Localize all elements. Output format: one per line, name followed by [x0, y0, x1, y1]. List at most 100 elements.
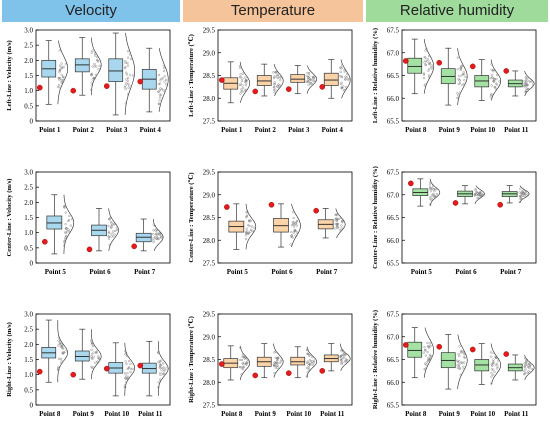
jitter-point	[273, 364, 276, 367]
jitter-point	[520, 197, 523, 200]
jitter-point	[60, 66, 63, 69]
jitter-point	[528, 80, 532, 83]
jitter-point	[240, 90, 243, 93]
jitter-point	[492, 368, 495, 371]
panel-velocity-center: 0 0.5 1.0 1.5 2.0 2.5 3.0 Center-Line : Velocit…	[6, 169, 171, 276]
jitter-point	[489, 351, 492, 354]
y-tick-label: 67.5	[387, 169, 400, 177]
jitter-point	[107, 218, 111, 221]
jitter-point	[96, 55, 99, 59]
jitter-point	[424, 49, 427, 52]
jitter-point	[458, 363, 461, 366]
jitter-point	[461, 350, 464, 353]
jitter-point	[290, 231, 293, 234]
jitter-point	[158, 89, 161, 92]
density-curve	[239, 61, 250, 103]
x-tick-label: Point 5	[45, 268, 67, 276]
jitter-point	[57, 339, 60, 342]
jitter-point	[115, 226, 118, 229]
jitter-point	[57, 84, 61, 87]
jitter-point	[347, 78, 350, 81]
marker-point	[252, 372, 259, 379]
y-tick-label: 65.5	[387, 118, 400, 126]
jitter-point	[493, 85, 496, 89]
jitter-point	[159, 93, 163, 96]
jitter-point	[66, 230, 69, 233]
marker-point	[402, 342, 409, 348]
jitter-point	[276, 76, 279, 80]
jitter-point	[160, 87, 163, 91]
jitter-point	[424, 59, 427, 62]
jitter-point	[251, 225, 254, 228]
jitter-point	[475, 190, 478, 193]
jitter-point	[158, 360, 161, 363]
jitter-point	[524, 364, 527, 367]
jitter-point	[312, 79, 315, 83]
panel-temperature-right: 27.5 28.0 28.5 29.0 29.5 Right-Line : Tempera…	[187, 311, 353, 418]
jitter-point	[435, 193, 439, 196]
jitter-point	[336, 222, 339, 225]
jitter-point	[519, 197, 522, 200]
density-curve	[291, 203, 301, 248]
jitter-point	[336, 224, 339, 227]
density-curve	[108, 208, 119, 251]
jitter-point	[240, 79, 243, 82]
jitter-point	[290, 234, 293, 237]
density-curve	[490, 343, 501, 385]
jitter-point	[307, 366, 310, 369]
y-tick-label: 28.5	[203, 72, 216, 80]
marker-point	[218, 77, 225, 83]
jitter-point	[338, 229, 342, 232]
jitter-point	[492, 360, 495, 363]
jitter-point	[113, 229, 117, 233]
marker-point	[469, 346, 476, 353]
jitter-point	[341, 221, 344, 224]
jitter-point	[57, 368, 60, 371]
y-tick-label: 67.0	[387, 49, 400, 57]
jitter-point	[90, 339, 93, 342]
density-curve	[57, 40, 68, 105]
marker-point	[436, 343, 443, 350]
jitter-point	[463, 73, 466, 76]
density-curve	[158, 48, 169, 112]
jitter-point	[272, 71, 275, 74]
y-tick-label: 3.0	[24, 27, 33, 35]
jitter-point	[528, 371, 531, 374]
jitter-point	[159, 371, 162, 374]
jitter-point	[291, 221, 294, 224]
jitter-point	[127, 86, 130, 89]
marker-point	[86, 246, 93, 253]
jitter-point	[240, 373, 243, 376]
jitter-point	[156, 234, 159, 237]
density-curve	[490, 59, 501, 101]
box-point-10: Point 10	[103, 342, 136, 418]
jitter-point	[244, 76, 247, 79]
marker-point	[137, 78, 144, 85]
marker-point	[252, 88, 259, 95]
jitter-point	[527, 88, 530, 91]
y-tick-label: 66.0	[387, 95, 400, 103]
box-point-10: Point 10	[285, 346, 318, 418]
jitter-point	[531, 80, 534, 84]
jitter-point	[462, 71, 465, 74]
jitter-point	[433, 190, 436, 193]
jitter-point	[292, 211, 295, 214]
box-point-2: Point 2	[252, 63, 284, 134]
jitter-point	[430, 67, 433, 70]
jitter-point	[339, 66, 342, 69]
jitter-point	[70, 218, 74, 221]
jitter-point	[161, 366, 164, 370]
jitter-point	[115, 228, 119, 232]
density-curve	[124, 32, 136, 115]
jitter-point	[343, 352, 346, 355]
jitter-point	[90, 353, 94, 356]
y-tick-label: 0.5	[24, 386, 33, 394]
jitter-point	[422, 72, 425, 75]
jitter-point	[248, 220, 251, 223]
box-point-9: Point 9	[436, 334, 468, 418]
density-curve	[63, 194, 75, 254]
jitter-point	[343, 70, 346, 73]
jitter-point	[159, 82, 162, 85]
jitter-point	[272, 76, 276, 80]
jitter-point	[307, 368, 310, 371]
